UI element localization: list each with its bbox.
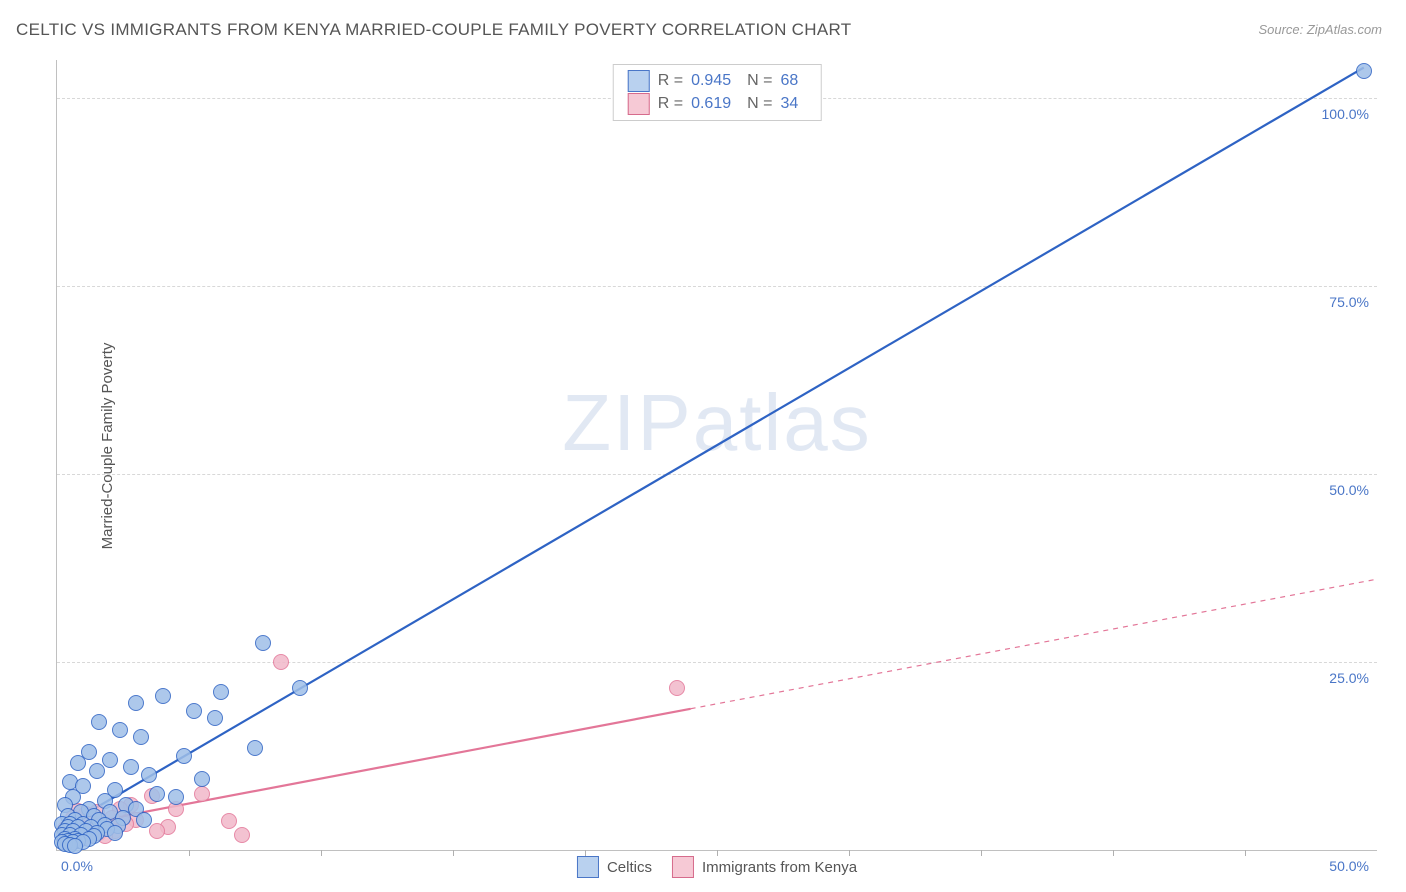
x-tick-mark	[189, 850, 190, 856]
stats-row-pink: R = 0.619 N = 34	[628, 93, 807, 115]
gridline	[57, 662, 1377, 663]
scatter-point-blue	[102, 752, 118, 768]
x-tick-mark	[981, 850, 982, 856]
scatter-point-blue	[107, 825, 123, 841]
scatter-point-blue	[149, 786, 165, 802]
scatter-point-blue	[247, 740, 263, 756]
stats-box: R = 0.945 N = 68 R = 0.619 N = 34	[613, 64, 822, 121]
scatter-point-blue	[112, 722, 128, 738]
swatch-blue-icon	[628, 70, 650, 92]
scatter-point-blue	[292, 680, 308, 696]
y-tick-label: 25.0%	[1329, 670, 1369, 686]
scatter-point-pink	[234, 827, 250, 843]
scatter-point-blue	[194, 771, 210, 787]
scatter-point-blue	[89, 763, 105, 779]
n-label: N =	[747, 95, 772, 113]
legend-item-kenya: Immigrants from Kenya	[672, 856, 857, 878]
scatter-point-pink	[221, 813, 237, 829]
scatter-point-blue	[141, 767, 157, 783]
scatter-point-pink	[194, 786, 210, 802]
gridline	[57, 286, 1377, 287]
scatter-point-blue	[168, 789, 184, 805]
x-tick-mark	[1113, 850, 1114, 856]
legend-label: Immigrants from Kenya	[702, 859, 857, 876]
x-tick-mark	[453, 850, 454, 856]
scatter-point-blue	[176, 748, 192, 764]
scatter-point-blue	[91, 714, 107, 730]
swatch-celtics-icon	[577, 856, 599, 878]
scatter-point-pink	[669, 680, 685, 696]
r-label: R =	[658, 95, 683, 113]
scatter-point-pink	[273, 654, 289, 670]
scatter-point-blue	[128, 695, 144, 711]
scatter-point-blue	[123, 759, 139, 775]
watermark: ZIPatlas	[562, 377, 871, 469]
n-label: N =	[747, 72, 772, 90]
scatter-point-blue	[207, 710, 223, 726]
scatter-point-blue	[255, 635, 271, 651]
chart-title: CELTIC VS IMMIGRANTS FROM KENYA MARRIED-…	[16, 20, 851, 40]
x-tick-min: 0.0%	[61, 858, 93, 874]
scatter-point-blue	[213, 684, 229, 700]
scatter-point-pink	[149, 823, 165, 839]
x-tick-mark	[1245, 850, 1246, 856]
source-attribution: Source: ZipAtlas.com	[1258, 22, 1382, 37]
scatter-point-blue	[70, 755, 86, 771]
x-tick-max: 50.0%	[1329, 858, 1369, 874]
scatter-point-blue	[67, 838, 83, 854]
x-tick-mark	[321, 850, 322, 856]
stats-row-blue: R = 0.945 N = 68	[628, 70, 807, 92]
r-label: R =	[658, 72, 683, 90]
swatch-pink-icon	[628, 93, 650, 115]
y-tick-label: 50.0%	[1329, 482, 1369, 498]
plot-area: ZIPatlas 25.0%50.0%75.0%100.0% 0.0% 50.0…	[56, 60, 1377, 851]
y-tick-label: 75.0%	[1329, 294, 1369, 310]
legend-item-celtics: Celtics	[577, 856, 652, 878]
n-value-blue: 68	[780, 72, 798, 90]
r-value-blue: 0.945	[691, 72, 731, 90]
y-tick-label: 100.0%	[1322, 106, 1369, 122]
scatter-point-blue	[186, 703, 202, 719]
scatter-point-blue	[136, 812, 152, 828]
trend-lines	[57, 60, 1377, 850]
scatter-point-blue	[155, 688, 171, 704]
swatch-kenya-icon	[672, 856, 694, 878]
scatter-point-blue	[133, 729, 149, 745]
legend-label: Celtics	[607, 859, 652, 876]
scatter-point-blue	[1356, 63, 1372, 79]
legend: Celtics Immigrants from Kenya	[577, 856, 857, 878]
r-value-pink: 0.619	[691, 95, 731, 113]
n-value-pink: 34	[780, 95, 798, 113]
gridline	[57, 474, 1377, 475]
